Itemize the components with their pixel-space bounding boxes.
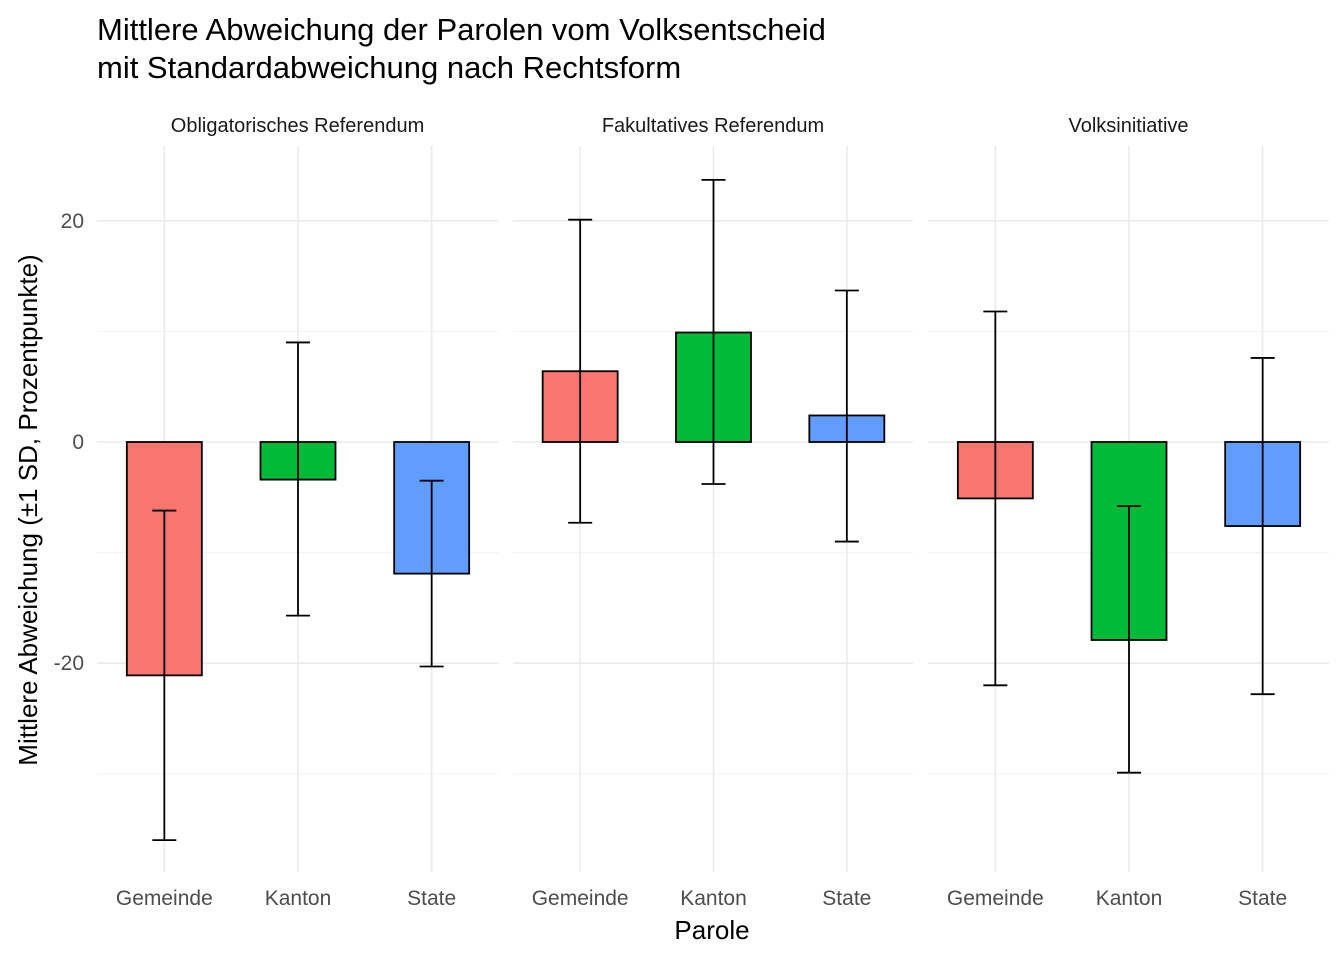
facet-panels: Obligatorisches Referendum Gemeinde Kanton… [97, 115, 1329, 910]
x-tick-label: Gemeinde [116, 887, 213, 910]
facet-panel: Fakultatives Referendum Gemeinde Kanton Sta… [513, 115, 913, 910]
y-tick-label: 20 [61, 210, 84, 233]
x-tick-label: State [407, 887, 456, 910]
facet-strip-label: Obligatorisches Referendum [171, 115, 424, 137]
x-tick-label: Kanton [1096, 887, 1163, 910]
x-tick-label: Gemeinde [947, 887, 1044, 910]
x-tick-label: State [1238, 887, 1287, 910]
x-tick-label: Kanton [680, 887, 747, 910]
x-tick-label: Gemeinde [532, 887, 629, 910]
facet-strip-label: Fakultatives Referendum [602, 115, 824, 137]
x-tick-label: Kanton [265, 887, 332, 910]
y-tick-label: -20 [54, 652, 84, 675]
y-tick-label: 0 [72, 431, 84, 454]
y-axis-ticks: -20 0 20 [54, 210, 84, 675]
chart-title-line-2: mit Standardabweichung nach Rechtsform [97, 50, 681, 85]
facet-strip-label: Volksinitiative [1068, 115, 1188, 137]
chart-title-line-1: Mittlere Abweichung der Parolen vom Volk… [97, 12, 826, 47]
facet-panel: Volksinitiative Gemeinde Kanton State [928, 115, 1329, 910]
y-axis-title: Mittlere Abweichung (±1 SD, Prozentpunkt… [13, 254, 43, 765]
facet-panel: Obligatorisches Referendum Gemeinde Kanton… [97, 115, 498, 910]
x-tick-label: State [822, 887, 871, 910]
x-axis-title: Parole [674, 915, 749, 945]
